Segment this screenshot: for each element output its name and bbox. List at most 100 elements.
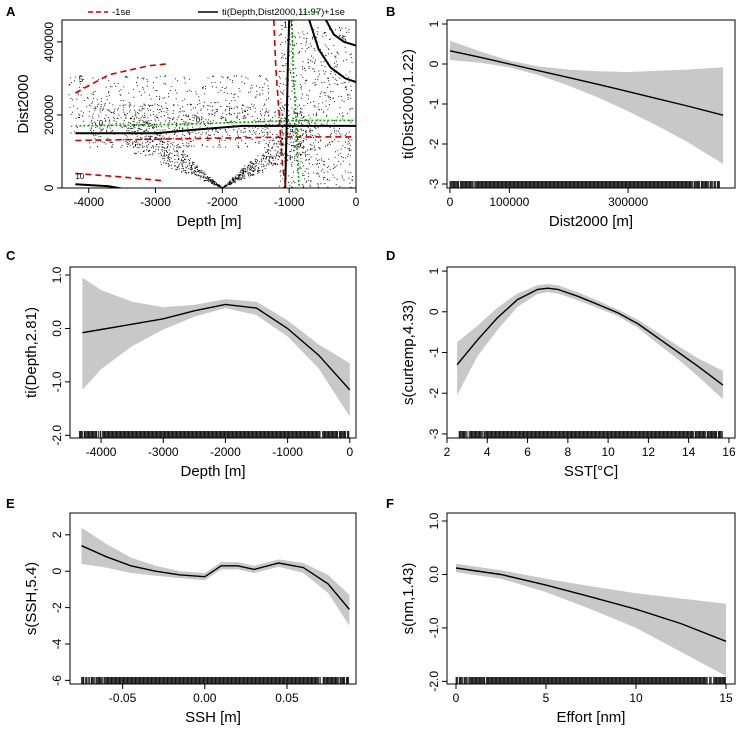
scatter-point [135,113,137,115]
scatter-point [226,114,228,116]
scatter-point [130,117,132,119]
scatter-point [321,159,323,161]
legend-label: -1se [112,7,130,18]
scatter-point [334,139,336,141]
scatter-point [135,140,137,142]
scatter-point [167,116,169,118]
scatter-point [170,143,172,145]
scatter-point [143,108,145,110]
scatter-point [323,60,325,62]
scatter-point [190,131,192,133]
scatter-point [346,89,348,91]
scatter-point [254,158,256,160]
scatter-point [281,120,283,122]
scatter-point [212,109,214,111]
scatter-point [349,119,351,121]
scatter-point [333,66,335,68]
scatter-point [71,111,73,113]
scatter-point [237,173,239,176]
contour-label: 0 [196,115,201,124]
scatter-point [327,143,329,145]
scatter-point [138,117,140,120]
scatter-point [303,146,305,148]
scatter-point [199,176,202,178]
scatter-point [139,128,142,130]
scatter-point [233,97,235,99]
scatter-point [298,154,300,156]
scatter-point [169,156,171,158]
rug [81,677,350,684]
scatter-point [148,135,150,137]
scatter-point [300,88,302,90]
scatter-point [237,115,239,117]
scatter-point [343,82,345,84]
scatter-point [277,152,279,154]
scatter-point [182,127,184,129]
scatter-point [294,36,297,39]
scatter-point [320,123,322,125]
scatter-point [95,126,97,129]
scatter-point [309,148,311,150]
scatter-point [335,60,337,63]
scatter-point [237,177,239,179]
scatter-point [297,128,299,130]
scatter-point [99,127,101,129]
scatter-point [269,162,271,164]
scatter-point [262,93,264,95]
scatter-point [280,98,282,100]
scatter-point [279,77,281,79]
scatter-point [279,171,281,173]
scatter-point [265,99,268,101]
scatter-point [290,130,292,133]
scatter-point [71,99,74,101]
scatter-point [173,154,175,156]
scatter-point [82,87,85,89]
scatter-point [200,108,202,110]
scatter-point [170,164,172,166]
scatter-point [175,165,177,167]
scatter-point [137,129,139,131]
scatter-point [185,159,187,161]
scatter-point [221,117,223,119]
scatter-point [265,78,267,80]
scatter-point [324,176,326,178]
x-tick-label: 8 [564,445,571,459]
scatter-point [229,79,231,81]
scatter-point [208,139,210,141]
scatter-point [262,153,264,155]
scatter-point [278,76,281,78]
scatter-point [109,120,111,122]
scatter-point [185,166,187,168]
scatter-point [138,119,140,122]
scatter-point [219,81,221,83]
scatter-point [226,105,228,107]
scatter-point [235,177,237,179]
scatter-point [140,137,142,139]
scatter-point [308,47,310,49]
y-axis: 20-2-4-6 [50,531,70,686]
scatter-point [228,181,230,183]
scatter-point [310,45,312,47]
scatter-point [163,138,165,140]
scatter-point [317,127,319,129]
scatter-point [275,153,277,155]
scatter-point [312,82,314,84]
scatter-point [179,126,181,128]
scatter-point [187,159,189,161]
scatter-point [257,155,259,157]
scatter-point [282,55,284,57]
scatter-point [305,129,307,131]
scatter-point [142,78,144,80]
scatter-point [167,162,169,165]
scatter-point [293,44,295,46]
scatter-point [260,114,262,116]
scatter-point [142,124,144,126]
scatter-point [225,146,227,148]
scatter-point [144,121,146,123]
scatter-point [280,175,282,177]
scatter-point [218,184,220,186]
scatter-point [333,45,335,47]
scatter-point [211,113,213,115]
scatter-point [189,164,191,167]
scatter-point [211,180,213,182]
